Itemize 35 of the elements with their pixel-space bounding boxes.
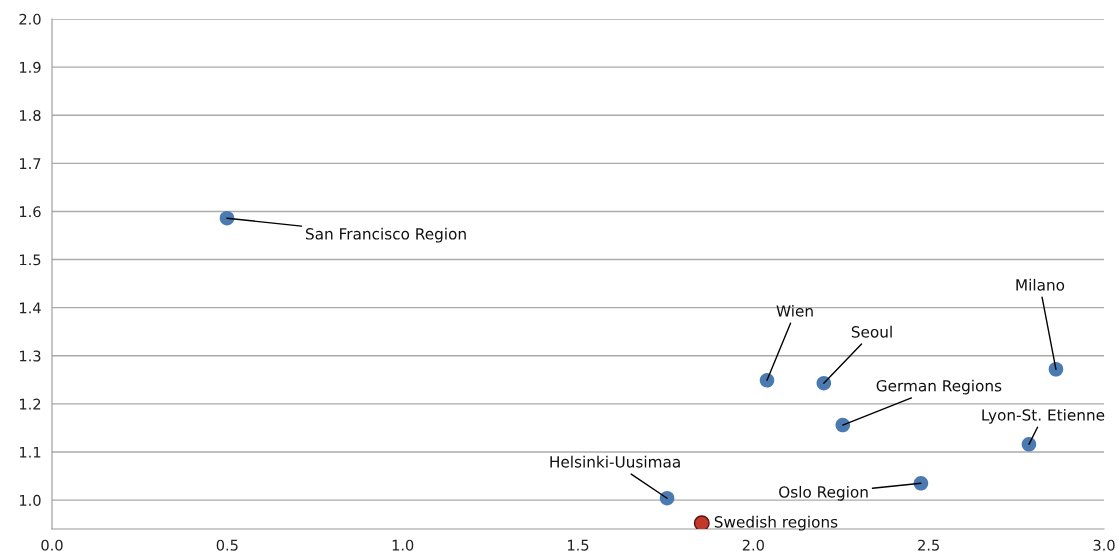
annotation: Lyon-St. Etienne: [982, 408, 1105, 424]
y-tick-label: 1.3: [19, 350, 41, 362]
annotation: San Francisco Region: [305, 227, 466, 243]
annotation: Milano: [1016, 278, 1065, 291]
x-tick-label: 2.0: [742, 539, 764, 551]
point: [693, 515, 710, 529]
y-tick-label: 1.4: [19, 302, 41, 314]
y-tick-label: 1.7: [19, 158, 41, 169]
y-tick-label: 1.5: [19, 254, 41, 266]
point: [219, 210, 235, 226]
x-tick-label: 1.5: [568, 539, 589, 551]
y-tick-label: 1.2: [19, 398, 41, 410]
point: [1021, 437, 1037, 452]
y-tick-label: 1.6: [19, 206, 41, 218]
annotation: Oslo Region: [779, 485, 868, 501]
annotation: Seoul: [851, 325, 892, 338]
y-tick-label: 1.1: [19, 446, 41, 458]
y-tick-label: 1.9: [19, 61, 41, 73]
y-tick-label: 2.0: [19, 13, 41, 25]
point: [1048, 361, 1064, 377]
x-tick-label: 3.0: [1093, 539, 1115, 551]
point: [659, 490, 675, 506]
annotation: German Regions: [876, 379, 1002, 395]
point: [913, 476, 929, 491]
x-tick-label: 2.5: [918, 539, 939, 551]
annotation: Swedish regions: [714, 515, 838, 531]
y-tick-label: 1.8: [19, 109, 41, 121]
point: [759, 373, 775, 388]
point: [816, 375, 832, 391]
x-tick-label: 0.0: [41, 539, 63, 551]
annotation: Helsinki-Uusimaa: [550, 455, 680, 468]
x-tick-label: 1.0: [392, 539, 414, 551]
y-tick-label: 1.0: [19, 494, 41, 506]
annotation: Wien: [776, 304, 813, 317]
x-tick-label: 0.5: [216, 539, 238, 551]
